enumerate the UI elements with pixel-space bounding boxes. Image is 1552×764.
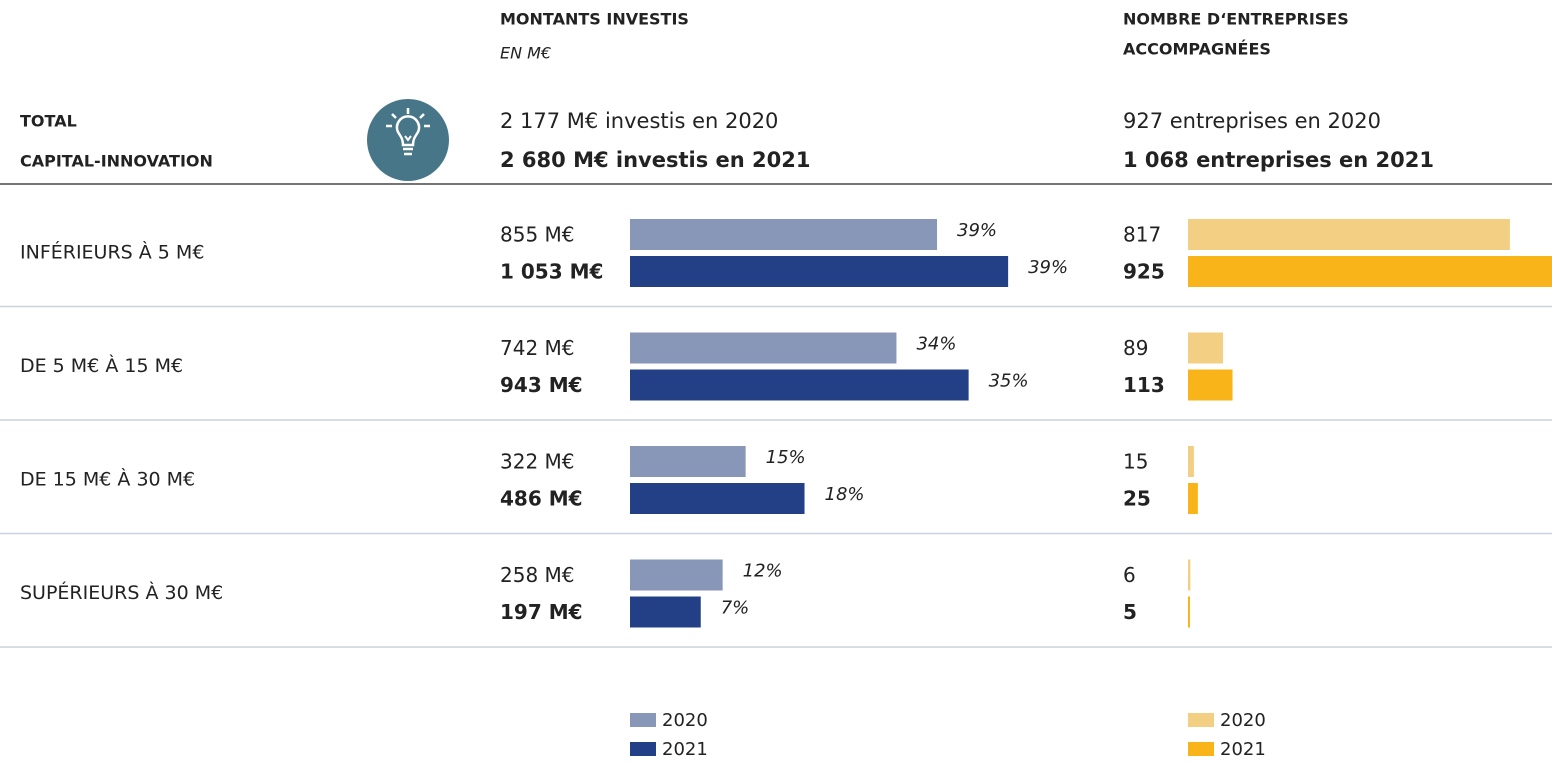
share-label: 12% — [743, 561, 783, 582]
panel-total: 1 068 entreprises en 2021 — [1123, 148, 1434, 172]
legend-swatch — [630, 713, 656, 727]
value-label: 486 M€ — [500, 487, 583, 511]
value-label: 5 — [1123, 600, 1137, 624]
bar — [630, 256, 1009, 287]
icon — [367, 99, 449, 181]
legend-swatch — [1188, 713, 1214, 727]
share-label: 39% — [1028, 257, 1068, 278]
panel-total: 927 entreprises en 2020 — [1123, 109, 1381, 133]
value-label: 817 — [1123, 223, 1161, 247]
value-label: 197 M€ — [500, 600, 583, 624]
category-label: INFÉRIEURS À 5 M€ — [20, 241, 204, 264]
bar — [1188, 559, 1191, 591]
legend-label: 2020 — [1220, 710, 1266, 731]
value-label: 925 — [1123, 260, 1165, 284]
value-label: 1 053 M€ — [500, 260, 603, 284]
legend-swatch — [1188, 742, 1214, 756]
bar — [630, 332, 897, 364]
value-label: 322 M€ — [500, 450, 575, 474]
panel-title: ACCOMPAGNÉES — [1123, 40, 1271, 59]
value-label: 6 — [1123, 563, 1136, 587]
legend-swatch — [630, 742, 656, 756]
bar — [630, 369, 969, 401]
value-label: 25 — [1123, 487, 1151, 511]
legend-label: 2020 — [662, 710, 708, 731]
share-label: 39% — [957, 220, 997, 241]
category-label: DE 5 M€ À 15 M€ — [20, 354, 183, 377]
legend-label: 2021 — [662, 739, 708, 760]
bar — [1188, 446, 1194, 477]
share-label: 35% — [989, 371, 1029, 392]
value-label: 258 M€ — [500, 563, 575, 587]
bar — [630, 219, 938, 250]
share-label: 18% — [825, 484, 865, 505]
bar — [630, 483, 805, 514]
bar — [1188, 369, 1233, 401]
value-label: 943 M€ — [500, 373, 583, 397]
value-label: 89 — [1123, 336, 1148, 360]
bar — [1188, 256, 1552, 287]
category-label: SUPÉRIEURS À 30 M€ — [20, 581, 223, 604]
bar — [630, 446, 746, 477]
row-header: CAPITAL-INNOVATION — [20, 152, 213, 171]
subtitle: EN M€ — [500, 44, 551, 63]
bar — [1188, 483, 1198, 514]
bar — [630, 596, 701, 628]
panel-title: MONTANTS INVESTIS — [500, 10, 689, 29]
category-label: DE 15 M€ À 30 M€ — [20, 468, 195, 491]
bar — [1188, 332, 1224, 364]
share-label: 34% — [916, 334, 956, 355]
share-label: 15% — [766, 447, 806, 468]
panel-total: 2 177 M€ investis en 2020 — [500, 109, 778, 133]
value-label: 742 M€ — [500, 336, 575, 360]
panel-title: NOMBRE D‘ENTREPRISES — [1123, 10, 1349, 29]
bar — [1188, 219, 1510, 250]
value-label: 113 — [1123, 373, 1165, 397]
bar — [1188, 596, 1190, 628]
value-label: 855 M€ — [500, 223, 575, 247]
row-header: TOTAL — [20, 112, 77, 131]
panel-total: 2 680 M€ investis en 2021 — [500, 148, 810, 172]
bar — [630, 559, 723, 591]
share-label: 7% — [721, 598, 750, 619]
value-label: 15 — [1123, 450, 1148, 474]
legend-label: 2021 — [1220, 739, 1266, 760]
